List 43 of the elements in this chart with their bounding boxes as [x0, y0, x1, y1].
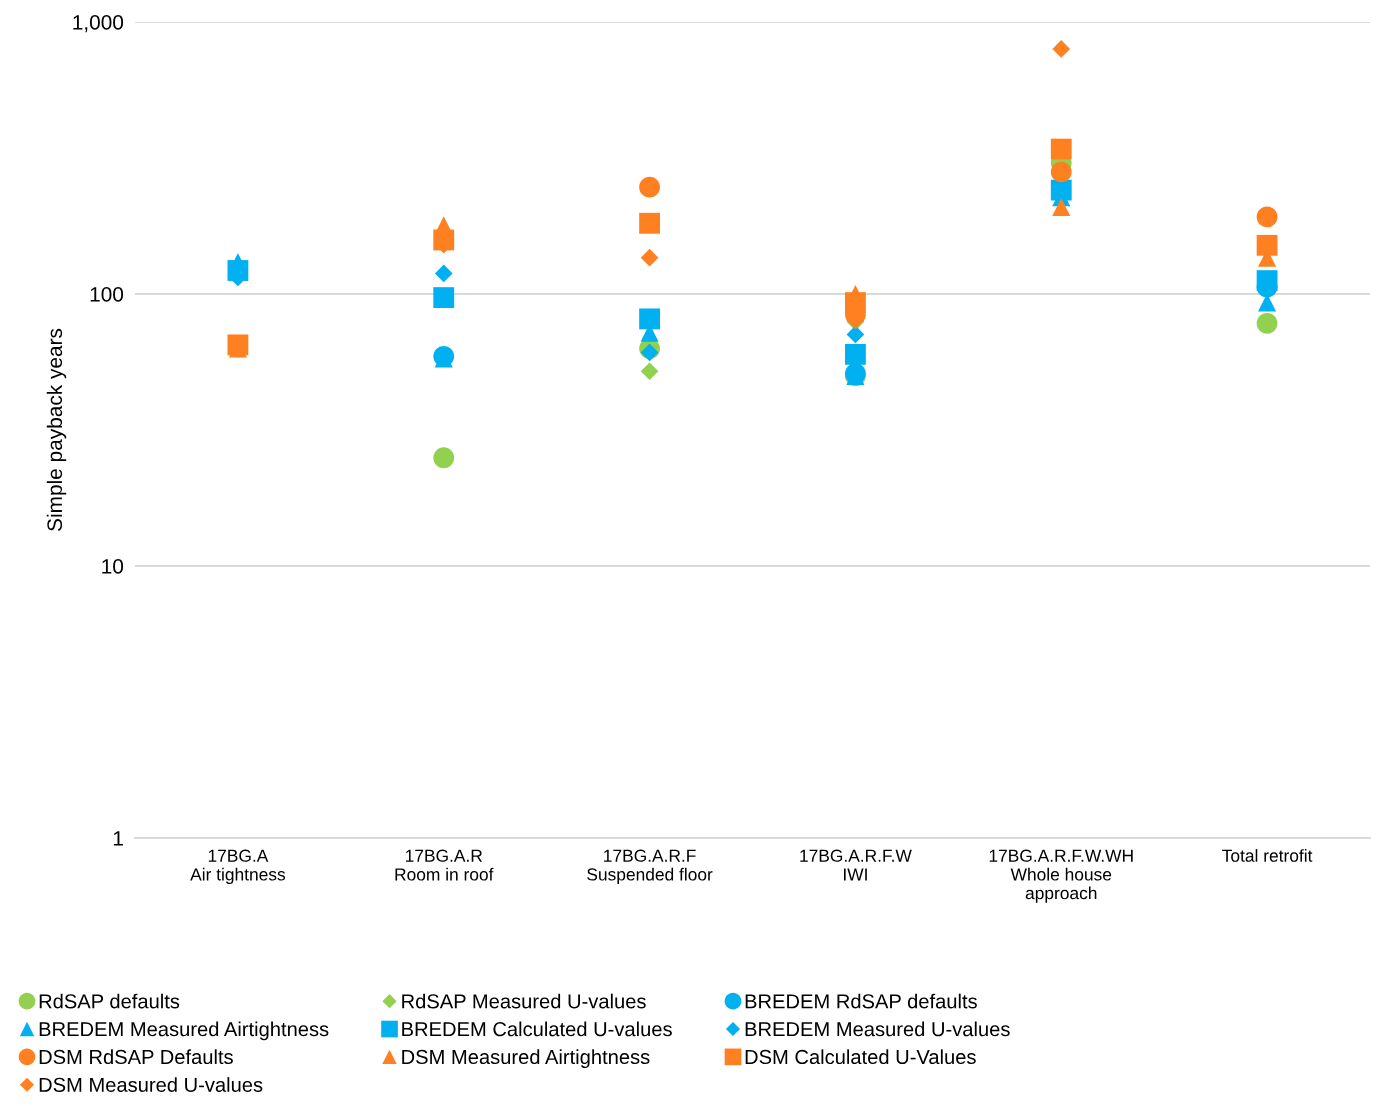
legend-label: RdSAP defaults [39, 993, 180, 1009]
y-tick-label: 1,000 [73, 15, 124, 33]
x-tick-label: Total retrofit [1222, 849, 1313, 862]
point [640, 343, 659, 362]
legend-label: BREDEM Measured U-values [745, 1021, 1010, 1037]
point [639, 176, 660, 198]
x-tick-label: 17BG.A.R Room in roof [395, 849, 494, 881]
y-axis-title: Simple payback years [46, 328, 67, 531]
point [1052, 197, 1071, 216]
legend-label: DSM Measured U-values [39, 1077, 263, 1092]
point [640, 362, 659, 381]
legend-label: DSM RdSAP Defaults [39, 1049, 233, 1065]
point [1256, 206, 1278, 228]
x-tick-label: 17BG.A.R.F.W IWI [800, 849, 912, 881]
legend-label: DSM Measured Airtightness [402, 1049, 650, 1069]
point [227, 334, 249, 356]
point [1052, 40, 1071, 58]
x-tick-label: 17BG.A.R.F.W.WH Whole house approach [989, 849, 1133, 903]
point [433, 287, 455, 309]
point [846, 325, 865, 344]
legend-label: BREDEM Calculated U-values [402, 1021, 672, 1037]
point [1256, 270, 1278, 292]
y-tick-label: 10 [102, 559, 124, 574]
point [845, 343, 866, 365]
y-tick-label: 100 [90, 287, 124, 302]
legend-label: RdSAP Measured U-values [402, 993, 646, 1009]
x-tick-label: 17BG.A Air tightness [190, 849, 286, 884]
legend-label: DSM Calculated U-Values [745, 1049, 976, 1065]
point [433, 447, 455, 469]
legend-label: BREDEM RdSAP defaults [745, 993, 977, 1009]
point [1256, 312, 1278, 334]
point [1050, 161, 1072, 183]
point [434, 264, 453, 283]
point [845, 292, 866, 313]
x-tick-label: 17BG.A.R.F Suspended floor [587, 849, 713, 884]
point [640, 248, 659, 267]
legend-label: BREDEM Measured Airtightness [39, 1021, 329, 1041]
y-tick-label: 1 [113, 831, 123, 846]
point [639, 308, 660, 330]
point [1050, 138, 1072, 160]
point [1256, 234, 1278, 256]
point [1050, 179, 1072, 201]
point [639, 212, 660, 234]
